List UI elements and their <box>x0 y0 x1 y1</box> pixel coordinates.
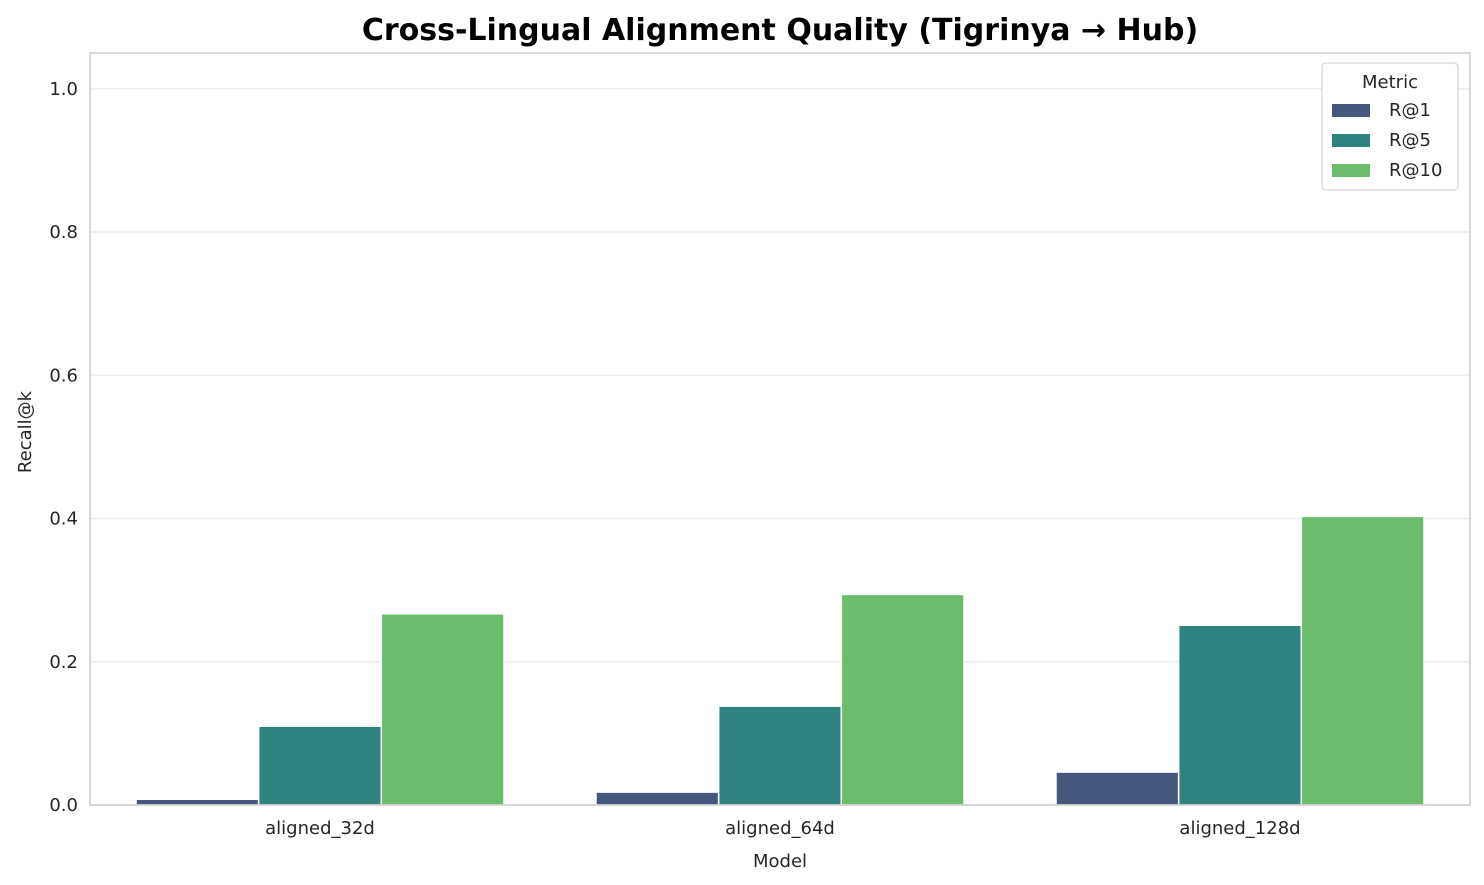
legend-swatch <box>1332 164 1370 177</box>
legend-swatch <box>1332 104 1370 117</box>
y-tick-label: 0.4 <box>49 509 78 530</box>
bar-r-at-10-aligned_128d <box>1300 515 1425 806</box>
plot-frame <box>89 52 1471 806</box>
bar-r-at-10-aligned_64d <box>840 593 965 806</box>
legend-label: R@10 <box>1389 160 1442 181</box>
x-tick-label: aligned_64d <box>725 818 835 839</box>
legend-label: R@5 <box>1389 130 1431 151</box>
x-axis-label: Model <box>753 851 807 872</box>
bar-r-at-1-aligned_32d <box>135 798 260 806</box>
y-tick-label: 1.0 <box>49 79 78 100</box>
chart-title: Cross-Lingual Alignment Quality (Tigriny… <box>362 13 1198 48</box>
legend-swatch <box>1332 134 1370 147</box>
bar-r-at-5-aligned_128d <box>1177 624 1303 806</box>
bar-r-at-10-aligned_32d <box>380 613 505 806</box>
bar-r-at-5-aligned_64d <box>717 705 843 806</box>
x-tick-label: aligned_128d <box>1179 818 1300 839</box>
y-tick-label: 0.2 <box>49 652 78 673</box>
legend-title: Metric <box>1362 72 1418 93</box>
legend: Metric R@1 R@5 R@10 <box>1321 62 1459 191</box>
legend-label: R@1 <box>1389 100 1431 121</box>
bar-r-at-5-aligned_32d <box>257 725 383 806</box>
y-tick-label: 0.0 <box>49 795 78 816</box>
y-tick-label: 0.6 <box>49 365 78 386</box>
bar-r-at-1-aligned_64d <box>595 791 720 806</box>
x-tick-label: aligned_32d <box>265 818 375 839</box>
y-tick-label: 0.8 <box>49 222 78 243</box>
y-axis-label: Recall@k <box>15 390 36 473</box>
bar-r-at-1-aligned_128d <box>1055 771 1180 806</box>
